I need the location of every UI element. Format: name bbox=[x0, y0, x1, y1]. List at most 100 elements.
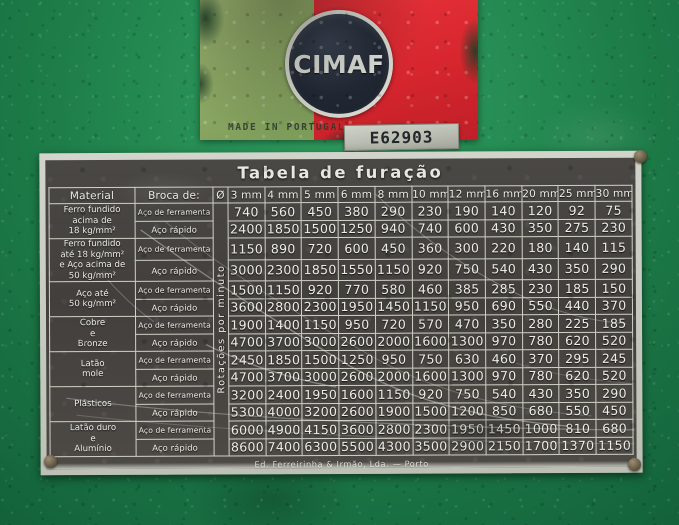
speed-cell-r14-c1: 8600 bbox=[229, 438, 266, 456]
material-line: até 18 kg/mm² bbox=[60, 249, 125, 260]
speed-cell-r4-c8: 540 bbox=[485, 258, 523, 280]
steel-type-fast: Aço rápido bbox=[135, 259, 214, 282]
speed-cell-r14-c5: 4300 bbox=[375, 437, 413, 456]
speed-cell-r7-c7: 470 bbox=[448, 314, 486, 333]
steel-type-fast: Aço rápido bbox=[135, 220, 214, 239]
rivet-bottom-right bbox=[628, 458, 641, 471]
speed-cell-r13-c2: 4900 bbox=[265, 420, 303, 439]
speed-cell-r8-c6: 1600 bbox=[412, 332, 449, 351]
speed-cell-r1-c2: 560 bbox=[264, 202, 302, 221]
speed-cell-r14-c2: 7400 bbox=[265, 438, 303, 456]
speed-cell-r1-c11: 75 bbox=[595, 201, 633, 219]
speed-cell-r5-c10: 185 bbox=[558, 279, 596, 298]
speed-cell-r11-c2: 2400 bbox=[265, 385, 303, 404]
speed-cell-r1-c8: 140 bbox=[485, 201, 522, 220]
speed-cell-r10-c2: 3700 bbox=[265, 368, 303, 386]
serial-number-plate: E62903 bbox=[343, 122, 460, 152]
material-cell-6: Plásticos bbox=[49, 386, 136, 422]
plate-title: Tabela de furação bbox=[237, 162, 444, 183]
speed-cell-r9-c6: 750 bbox=[412, 350, 450, 368]
speed-cell-r12-c2: 4000 bbox=[265, 403, 303, 421]
speed-cell-r6-c5: 1450 bbox=[375, 297, 413, 316]
material-line: Cobre bbox=[79, 318, 106, 329]
speed-cell-r11-c1: 3200 bbox=[228, 385, 266, 404]
speed-cell-r12-c3: 3200 bbox=[302, 403, 340, 421]
speed-cell-r10-c10: 620 bbox=[559, 366, 597, 385]
speed-cell-r1-c1: 740 bbox=[228, 202, 265, 221]
material-line: e bbox=[89, 328, 96, 339]
speed-cell-r1-c9: 120 bbox=[521, 201, 559, 220]
speed-cell-r7-c6: 570 bbox=[412, 315, 449, 333]
steel-type-tool: Aço de ferramenta bbox=[135, 281, 214, 299]
speed-cell-r2-c7: 600 bbox=[448, 219, 486, 238]
speed-cell-r10-c7: 1300 bbox=[449, 367, 486, 386]
speed-cell-r11-c4: 1600 bbox=[338, 385, 376, 404]
speed-cell-r3-c4: 600 bbox=[338, 237, 376, 260]
speed-cell-r8-c8: 970 bbox=[485, 332, 523, 350]
material-cell-4: Cobre e Bronze bbox=[49, 316, 136, 352]
speed-cell-r5-c3: 920 bbox=[301, 280, 339, 299]
steel-type-fast: Aço rápido bbox=[135, 333, 214, 352]
speed-cell-r10-c1: 4700 bbox=[228, 368, 266, 386]
speed-cell-r13-c1: 6000 bbox=[228, 420, 266, 439]
speed-cell-r13-c11: 680 bbox=[596, 419, 634, 437]
plate-credit: Ed. Ferreirinha & Irmão, Lda. — Porto bbox=[254, 458, 429, 470]
speed-cell-r6-c10: 440 bbox=[558, 296, 596, 315]
speed-cell-r4-c2: 2300 bbox=[264, 259, 302, 281]
speed-cell-r4-c1: 3000 bbox=[228, 259, 266, 281]
speed-cell-r9-c9: 370 bbox=[522, 349, 560, 368]
speed-cell-r14-c9: 1700 bbox=[522, 437, 560, 455]
speed-cell-r7-c3: 1150 bbox=[301, 315, 339, 334]
speed-cell-r3-c5: 450 bbox=[375, 237, 412, 259]
material-line: 50 kg/mm² bbox=[68, 270, 116, 281]
material-line: Latão duro bbox=[69, 423, 117, 434]
drilling-table-plate-face: Tabela de furação Material Broca de: Ø 3… bbox=[45, 157, 637, 470]
speed-cell-r14-c4: 5500 bbox=[339, 437, 376, 456]
header-size-9: 20 mm bbox=[521, 185, 559, 202]
speed-cell-r6-c9: 550 bbox=[522, 297, 559, 315]
material-line: mole bbox=[82, 369, 104, 380]
speed-cell-r3-c3: 720 bbox=[301, 237, 339, 260]
speed-cell-r4-c10: 350 bbox=[558, 257, 596, 280]
speed-cell-r2-c8: 430 bbox=[485, 219, 522, 237]
header-material: Material bbox=[48, 187, 136, 204]
speed-cell-r6-c4: 1950 bbox=[338, 297, 376, 316]
material-line: 50 kg/mm² bbox=[68, 298, 117, 310]
speed-cell-r3-c10: 140 bbox=[558, 236, 596, 259]
speed-cell-r5-c4: 770 bbox=[338, 280, 376, 299]
speed-cell-r13-c9: 1000 bbox=[522, 419, 560, 438]
speed-cell-r8-c4: 2600 bbox=[338, 332, 376, 351]
speed-cell-r1-c5: 290 bbox=[374, 202, 412, 220]
speed-cell-r3-c1: 1150 bbox=[228, 237, 265, 260]
rotation-axis-label-text: Rotações por minuto bbox=[215, 264, 227, 395]
header-size-5: 8 mm bbox=[374, 186, 412, 203]
serial-number-text: E62903 bbox=[369, 126, 434, 148]
speed-cell-r2-c2: 1850 bbox=[264, 220, 302, 238]
material-cell-1: Ferro fundido acima de 18 kg/mm² bbox=[49, 203, 136, 239]
speed-cell-r6-c1: 3600 bbox=[228, 298, 266, 316]
speed-cell-r8-c3: 3000 bbox=[302, 333, 339, 351]
speed-cell-r14-c10: 1370 bbox=[559, 436, 597, 455]
speed-cell-r12-c4: 2600 bbox=[339, 402, 376, 421]
speed-cell-r14-c3: 6300 bbox=[302, 438, 340, 456]
speed-cell-r10-c5: 2000 bbox=[375, 367, 413, 386]
speed-cell-r6-c8: 690 bbox=[485, 297, 523, 315]
material-line: Ferro fundido bbox=[63, 205, 121, 216]
speed-cell-r10-c8: 970 bbox=[485, 367, 523, 385]
steel-type-tool: Aço de ferramenta bbox=[135, 203, 214, 221]
speed-cell-r11-c10: 350 bbox=[559, 384, 597, 403]
speed-cell-r2-c1: 2400 bbox=[228, 220, 265, 238]
speed-cell-r13-c8: 1450 bbox=[485, 419, 523, 438]
speed-cell-r11-c5: 1150 bbox=[375, 385, 413, 403]
speed-cell-r6-c2: 2800 bbox=[265, 298, 302, 316]
speed-cell-r14-c6: 3500 bbox=[412, 437, 450, 456]
speed-cell-r10-c3: 3000 bbox=[302, 368, 339, 386]
speed-cell-r2-c6: 740 bbox=[411, 219, 449, 238]
speed-cell-r9-c1: 2450 bbox=[228, 350, 266, 369]
speed-cell-r12-c6: 1500 bbox=[412, 402, 450, 421]
speed-cell-r9-c8: 460 bbox=[485, 349, 523, 368]
speed-cell-r12-c5: 1900 bbox=[375, 402, 413, 421]
material-line: Alumínio bbox=[74, 444, 112, 455]
speed-cell-r2-c10: 275 bbox=[558, 218, 596, 237]
speed-cell-r12-c1: 5300 bbox=[228, 403, 266, 421]
